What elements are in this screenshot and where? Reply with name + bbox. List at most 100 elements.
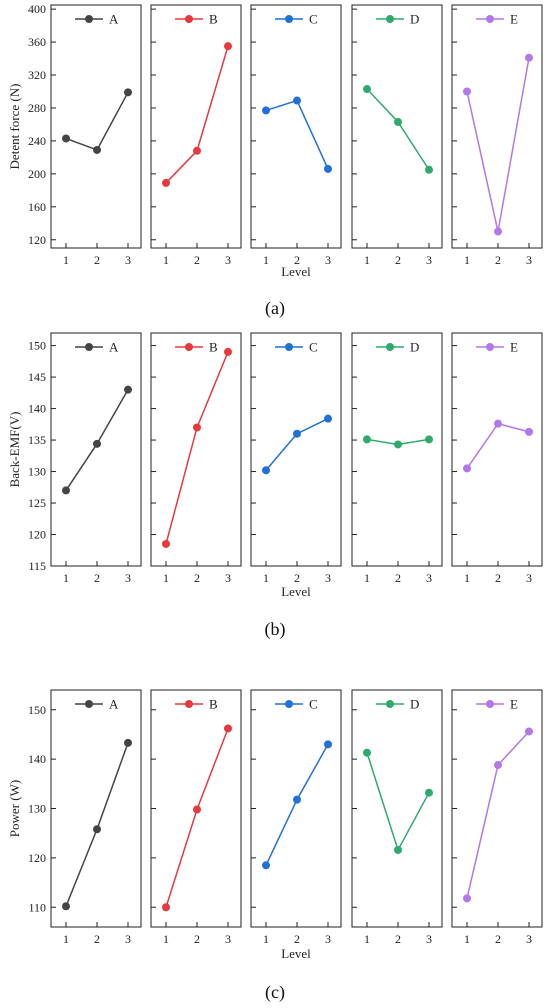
x-tick-label: 2 — [94, 253, 100, 267]
data-point — [262, 466, 270, 475]
data-point — [62, 134, 70, 143]
series-line-a — [65, 91, 129, 151]
legend-marker — [386, 343, 394, 351]
panel-frame — [150, 332, 242, 567]
legend-label: C — [309, 697, 318, 712]
panel-frame — [250, 332, 342, 567]
legend-marker — [486, 343, 494, 351]
legend-marker — [486, 15, 494, 23]
y-tick-label: 150 — [28, 703, 46, 717]
x-axis-title: Level — [281, 264, 311, 279]
x-tick-label: 3 — [325, 253, 331, 267]
data-point — [494, 227, 502, 236]
panel-d: 1 2 3 D — [351, 332, 443, 585]
data-point — [324, 164, 332, 173]
series-line-b — [165, 351, 229, 545]
data-point — [324, 740, 332, 749]
x-tick-label: 2 — [194, 571, 200, 585]
chart-group-2: 115 120 125 130 135 140 145 150 1 2 3 A 1 2 3 B 1 2 3 C 1 2 3 D… — [7, 332, 543, 640]
chart-group-1: 120 160 200 240 280 320 360 400 1 2 3 A 1 2 3 B 1 2 3 C 1 2 3 D… — [7, 2, 543, 319]
data-point — [293, 96, 301, 105]
panel-frame — [351, 689, 443, 928]
legend-label: D — [410, 340, 419, 355]
data-point — [193, 805, 201, 814]
x-tick-label: 1 — [63, 571, 69, 585]
data-point — [463, 87, 471, 96]
panel-frame — [50, 332, 142, 567]
x-tick-label: 2 — [395, 571, 401, 585]
chart-group-3: 110 120 130 140 150 1 2 3 A 1 2 3 B 1 2 3 C 1 2 3 D 1 2 3 E Power… — [7, 689, 543, 1003]
x-tick-label: 2 — [94, 571, 100, 585]
y-tick-label: 200 — [28, 167, 46, 181]
legend-marker — [185, 343, 193, 351]
panel-a: 120 160 200 240 280 320 360 400 1 2 3 A — [28, 2, 142, 267]
panel-frame — [451, 332, 543, 567]
x-tick-label: 2 — [194, 932, 200, 946]
legend-label: B — [209, 340, 218, 355]
data-point — [93, 439, 101, 448]
data-point — [162, 903, 170, 912]
legend-label: C — [309, 340, 318, 355]
data-point — [463, 894, 471, 903]
x-tick-label: 1 — [464, 571, 470, 585]
legend-label: D — [410, 697, 419, 712]
x-axis-title: Level — [281, 584, 311, 599]
panel-e: 1 2 3 E — [451, 689, 543, 946]
data-point — [394, 117, 402, 126]
panel-frame — [50, 689, 142, 928]
panel-d: 1 2 3 D — [351, 4, 443, 267]
data-point — [525, 727, 533, 736]
panel-frame — [451, 4, 543, 249]
y-tick-label: 150 — [28, 339, 46, 353]
x-tick-label: 2 — [495, 571, 501, 585]
data-point — [62, 902, 70, 911]
x-tick-label: 1 — [63, 932, 69, 946]
data-point — [224, 347, 232, 356]
y-tick-label: 125 — [28, 496, 46, 510]
y-axis-title: Back-EMF(V) — [7, 412, 22, 488]
series-line-e — [466, 730, 530, 899]
legend-marker — [285, 15, 293, 23]
x-tick-label: 2 — [294, 571, 300, 585]
panel-b: 1 2 3 B — [150, 332, 242, 585]
y-tick-label: 140 — [28, 752, 46, 766]
y-tick-label: 110 — [28, 900, 46, 914]
panel-e: 1 2 3 E — [451, 332, 543, 585]
x-tick-label: 2 — [495, 932, 501, 946]
legend-label: E — [510, 340, 518, 355]
y-tick-label: 320 — [28, 68, 46, 82]
legend-marker — [185, 15, 193, 23]
x-tick-label: 1 — [63, 253, 69, 267]
legend-label: C — [309, 12, 318, 27]
x-tick-label: 3 — [225, 253, 231, 267]
data-point — [525, 53, 533, 62]
panel-c: 1 2 3 C — [250, 4, 342, 267]
legend-marker — [285, 343, 293, 351]
data-point — [525, 427, 533, 436]
x-tick-label: 3 — [125, 571, 131, 585]
x-tick-label: 3 — [325, 571, 331, 585]
x-tick-label: 3 — [526, 932, 532, 946]
y-tick-label: 120 — [28, 851, 46, 865]
legend-label: E — [510, 12, 518, 27]
legend-marker — [285, 700, 293, 708]
series-line-c — [265, 743, 329, 866]
x-tick-label: 1 — [163, 571, 169, 585]
data-point — [162, 178, 170, 187]
x-tick-label: 3 — [325, 932, 331, 946]
data-point — [425, 435, 433, 444]
data-point — [363, 435, 371, 444]
x-tick-label: 1 — [263, 932, 269, 946]
legend-marker — [386, 700, 394, 708]
x-tick-label: 3 — [426, 571, 432, 585]
panel-b: 1 2 3 B — [150, 4, 242, 267]
panel-frame — [451, 689, 543, 928]
y-tick-label: 115 — [28, 559, 46, 573]
legend-label: A — [109, 12, 119, 27]
data-point — [293, 795, 301, 804]
data-point — [394, 845, 402, 854]
series-line-c — [265, 99, 329, 170]
panel-b: 1 2 3 B — [150, 689, 242, 946]
panel-frame — [250, 4, 342, 249]
x-tick-label: 2 — [194, 253, 200, 267]
